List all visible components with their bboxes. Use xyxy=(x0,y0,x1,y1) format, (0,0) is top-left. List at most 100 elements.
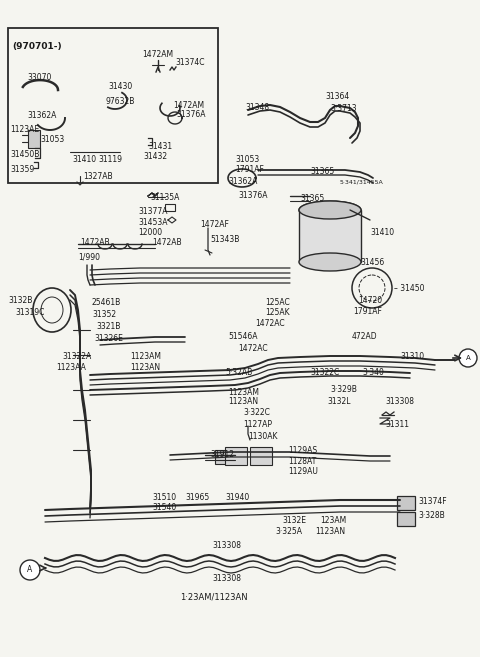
Text: 3·329B: 3·329B xyxy=(330,385,357,394)
Text: 31374C: 31374C xyxy=(175,58,204,67)
Text: 123AM: 123AM xyxy=(320,516,346,525)
Text: 31362A: 31362A xyxy=(27,111,56,120)
Text: 1327AB: 1327AB xyxy=(83,172,113,181)
Bar xyxy=(397,512,415,526)
Text: 31053: 31053 xyxy=(40,135,64,144)
Text: 31322A: 31322A xyxy=(62,352,91,361)
Text: 31540: 31540 xyxy=(152,503,176,512)
Text: 1123AM: 1123AM xyxy=(228,388,259,397)
Text: 313308: 313308 xyxy=(212,541,241,550)
Text: 1128AT: 1128AT xyxy=(288,457,316,466)
Bar xyxy=(250,447,272,465)
Text: 1123AN: 1123AN xyxy=(130,363,160,372)
Text: 3321B: 3321B xyxy=(96,322,120,331)
Text: 3132E: 3132E xyxy=(282,516,306,525)
Bar xyxy=(8,28,218,183)
Text: 1472AB: 1472AB xyxy=(152,238,181,247)
Text: A: A xyxy=(466,355,470,361)
Text: 1123AM: 1123AM xyxy=(130,352,161,361)
Text: 31362A: 31362A xyxy=(228,177,257,186)
Circle shape xyxy=(20,560,40,580)
Text: 313308: 313308 xyxy=(212,574,241,583)
Bar xyxy=(225,447,247,465)
Text: 51343B: 51343B xyxy=(210,235,240,244)
Text: 97632B: 97632B xyxy=(106,97,135,106)
Text: 31430: 31430 xyxy=(108,82,132,91)
Text: 3·3713: 3·3713 xyxy=(330,104,357,113)
Text: 31326E: 31326E xyxy=(94,334,123,343)
Text: 1/990: 1/990 xyxy=(78,252,100,261)
Text: (970701-): (970701-) xyxy=(12,42,61,51)
Text: 31965: 31965 xyxy=(185,493,209,502)
Text: 12000: 12000 xyxy=(138,228,162,237)
Circle shape xyxy=(459,349,477,367)
Text: 31510: 31510 xyxy=(152,493,176,502)
Text: 51546A: 51546A xyxy=(228,332,257,341)
Text: 31410: 31410 xyxy=(72,155,96,164)
Bar xyxy=(165,204,175,211)
Text: 31431: 31431 xyxy=(148,142,172,151)
Text: 1472AC: 1472AC xyxy=(238,344,268,353)
Ellipse shape xyxy=(299,201,361,219)
Text: 31376A: 31376A xyxy=(238,191,267,200)
Text: 1472AC: 1472AC xyxy=(255,319,285,328)
Text: 5·341/31455A: 5·341/31455A xyxy=(340,180,384,185)
Text: 1127AP: 1127AP xyxy=(243,420,272,429)
Text: 31135A: 31135A xyxy=(150,193,180,202)
Text: 31410: 31410 xyxy=(370,228,394,237)
Text: 5·32AB: 5·32AB xyxy=(225,368,252,377)
Text: 1123AA: 1123AA xyxy=(56,363,86,372)
Bar xyxy=(299,210,361,262)
Text: 25461B: 25461B xyxy=(92,298,121,307)
Text: 3132B: 3132B xyxy=(8,296,32,305)
Text: 3·322C: 3·322C xyxy=(243,408,270,417)
Text: A: A xyxy=(27,566,33,574)
Text: 31376A: 31376A xyxy=(176,110,205,119)
Text: 31365: 31365 xyxy=(310,167,334,176)
Text: 1129AS: 1129AS xyxy=(288,446,317,455)
Text: 3132L: 3132L xyxy=(327,397,350,406)
Text: 31432: 31432 xyxy=(143,152,167,161)
Text: 1130AK: 1130AK xyxy=(248,432,277,441)
Text: 14720: 14720 xyxy=(358,296,382,305)
Text: 31053: 31053 xyxy=(235,155,259,164)
Text: 3·325A: 3·325A xyxy=(275,527,302,536)
Bar xyxy=(397,496,415,510)
Text: 31319C: 31319C xyxy=(15,308,44,317)
Text: 125AK: 125AK xyxy=(265,308,289,317)
Text: 31348: 31348 xyxy=(245,103,269,112)
Text: 1·23AM/1123AN: 1·23AM/1123AN xyxy=(180,592,248,601)
Text: 1472AB: 1472AB xyxy=(80,238,109,247)
Text: 31359: 31359 xyxy=(10,165,34,174)
Text: 31450B: 31450B xyxy=(10,150,39,159)
Ellipse shape xyxy=(299,201,361,219)
Text: 31940: 31940 xyxy=(225,493,249,502)
Text: – 31450: – 31450 xyxy=(394,284,424,293)
Text: 31322C: 31322C xyxy=(310,368,339,377)
Bar xyxy=(28,130,40,148)
Text: 3·328B: 3·328B xyxy=(418,511,445,520)
Ellipse shape xyxy=(299,253,361,271)
Text: 313308: 313308 xyxy=(385,397,414,406)
Text: 31365: 31365 xyxy=(300,194,324,203)
Text: 472AD: 472AD xyxy=(352,332,378,341)
Text: 1472AM: 1472AM xyxy=(142,50,173,59)
Text: 1123AN: 1123AN xyxy=(228,397,258,406)
Text: 31364: 31364 xyxy=(325,92,349,101)
Text: 31311: 31311 xyxy=(385,420,409,429)
Text: 31456: 31456 xyxy=(360,258,384,267)
Text: 31912: 31912 xyxy=(210,450,234,459)
Text: 3·340: 3·340 xyxy=(362,368,384,377)
Text: 31119: 31119 xyxy=(98,155,122,164)
Text: 31377A: 31377A xyxy=(138,207,168,216)
Text: 33070: 33070 xyxy=(27,73,51,82)
Text: 31352: 31352 xyxy=(92,310,116,319)
Text: 1123AE: 1123AE xyxy=(10,125,39,134)
Text: 1472AF: 1472AF xyxy=(200,220,229,229)
Text: 31374F: 31374F xyxy=(418,497,446,506)
Text: 1791AF: 1791AF xyxy=(235,165,264,174)
Text: 1123AN: 1123AN xyxy=(315,527,345,536)
Text: 1791AF: 1791AF xyxy=(353,307,382,316)
Text: 1129AU: 1129AU xyxy=(288,467,318,476)
Bar xyxy=(215,450,235,464)
